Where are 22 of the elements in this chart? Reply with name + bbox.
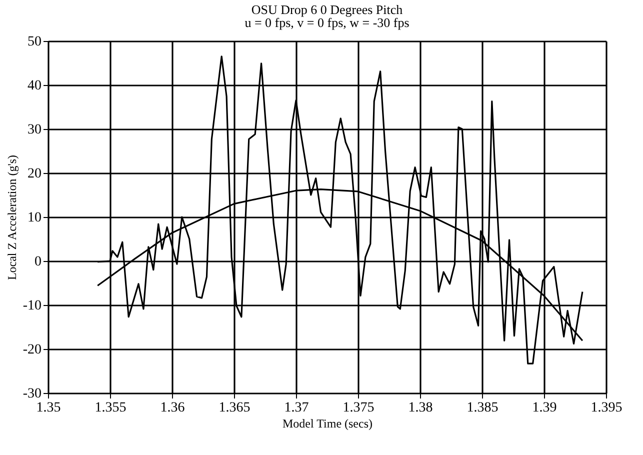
y-tick-label: 0 (34, 254, 42, 270)
y-axis-title: Local Z Acceleration (g's) (4, 154, 19, 280)
y-tick-label: -20 (22, 342, 42, 358)
x-tick-label: 1.365 (218, 400, 250, 416)
x-axis-title: Model Time (secs) (282, 416, 373, 430)
y-tick-label: 50 (28, 34, 42, 50)
x-tick-label: 1.39 (532, 400, 557, 416)
x-tick-label: 1.35 (36, 400, 61, 416)
y-tick-label: -30 (22, 386, 42, 402)
y-tick-label: -10 (22, 298, 42, 314)
y-tick-label: 10 (28, 210, 42, 226)
y-tick-label: 30 (28, 122, 42, 138)
x-tick-label: 1.375 (342, 400, 374, 416)
y-tick-label: 20 (28, 166, 42, 182)
x-tick-label: 1.38 (408, 400, 433, 416)
x-tick-label: 1.355 (94, 400, 126, 416)
x-tick-label: 1.395 (590, 400, 622, 416)
chart-title: OSU Drop 6 0 Degrees Pitch (251, 2, 404, 17)
x-tick-label: 1.385 (466, 400, 498, 416)
x-tick-label: 1.36 (160, 400, 185, 416)
x-tick-label: 1.37 (284, 400, 309, 416)
y-tick-label: 40 (28, 78, 42, 94)
